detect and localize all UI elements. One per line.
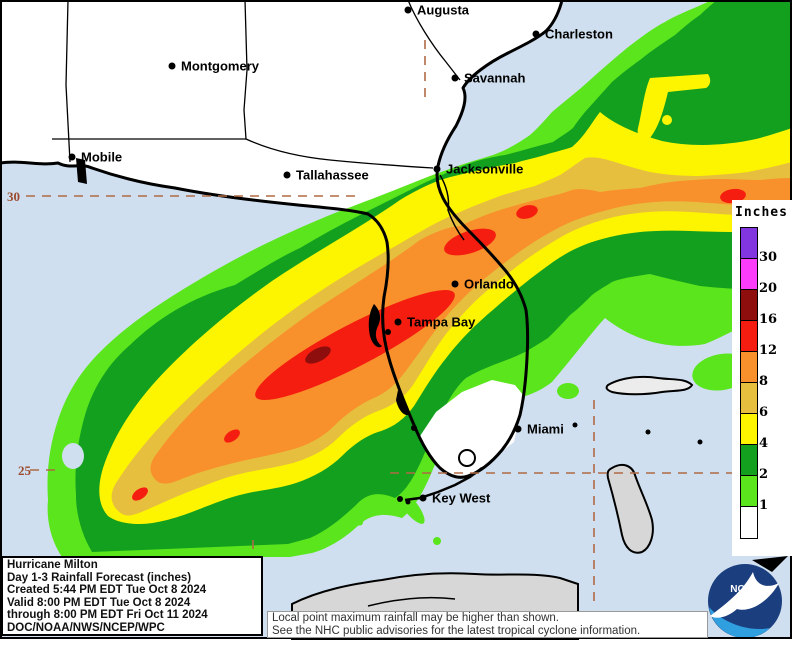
- city-dot: [404, 6, 412, 14]
- legend-swatch: [741, 476, 757, 507]
- info-line: Created 5:44 PM EDT Tue Oct 8 2024: [7, 584, 207, 597]
- legend-swatch: [741, 383, 757, 414]
- info-line: through 8:00 PM EDT Fri Oct 11 2024: [7, 609, 208, 622]
- disclaimer-line: Local point maximum rainfall may be high…: [272, 612, 560, 624]
- legend-swatch: [741, 321, 757, 352]
- latlon-grid: [26, 40, 788, 608]
- info-line: Day 1-3 Rainfall Forecast (inches): [7, 571, 192, 584]
- legend-swatch: [741, 445, 757, 476]
- info-line: Valid 8:00 PM EDT Tue Oct 8 2024: [7, 596, 191, 609]
- city-dot: [168, 62, 176, 70]
- legend-swatch: [741, 259, 757, 290]
- ocean-hole: [62, 443, 84, 469]
- legend-tick-label: 16: [759, 312, 778, 327]
- city-label: Montgomery: [181, 59, 260, 74]
- latitude-label: 25: [18, 463, 32, 478]
- forecast-info-box: Hurricane Milton Day 1-3 Rainfall Foreca…: [1, 556, 263, 636]
- legend-tick-label: 8: [759, 374, 769, 389]
- legend-swatch: [741, 414, 757, 445]
- legend-tick-label: 1: [759, 498, 769, 513]
- city-label: Tallahassee: [296, 168, 369, 183]
- city-label: Miami: [527, 422, 564, 437]
- legend-tick-label: 2: [759, 467, 769, 482]
- city-label: Key West: [432, 491, 491, 506]
- coastline: [0, 0, 564, 505]
- legend-swatch: [741, 507, 757, 538]
- legend-color-bar: [740, 227, 758, 539]
- info-line: DOC/NOAA/NWS/NCEP/WPC: [7, 621, 165, 634]
- noaa-logo: NOAA: [708, 564, 782, 638]
- city-label: Jacksonville: [446, 162, 523, 177]
- city-dot: [433, 165, 441, 173]
- city-dot: [451, 280, 459, 288]
- legend-tick-label: 12: [759, 343, 778, 358]
- noaa-logo-text: NOAA: [730, 584, 759, 595]
- legend-title: Inches: [735, 205, 788, 220]
- city-markers: Augusta Charleston Savannah Montgomery Mobil…: [68, 3, 613, 506]
- city-label: Savannah: [464, 71, 525, 86]
- city-label: Augusta: [417, 3, 470, 18]
- grid-labels: 30 25: [7, 189, 32, 478]
- city-label: Charleston: [545, 27, 613, 42]
- state-borders: [52, 0, 461, 169]
- city-label: Orlando: [464, 277, 514, 292]
- disclaimer-line: See the NHC public advisories for the la…: [272, 624, 641, 637]
- city-dot: [532, 30, 540, 38]
- rainfall-legend: Inches 30 20 16 12 8 6 4 2 1: [732, 200, 798, 556]
- city-dot: [514, 425, 522, 433]
- legend-tick-label: 20: [759, 281, 778, 296]
- low-rain-white-area: [420, 380, 524, 476]
- legend-tick-label: 30: [759, 250, 778, 265]
- legend-swatch: [741, 352, 757, 383]
- city-dot: [419, 494, 427, 502]
- disclaimer-box: Local point maximum rainfall may be high…: [267, 611, 708, 638]
- legend-swatch: [741, 228, 757, 259]
- legend-tick-label: 4: [759, 436, 769, 451]
- legend-swatch: [741, 290, 757, 321]
- city-label: Mobile: [81, 150, 122, 165]
- city-label: Tampa Bay: [407, 315, 476, 330]
- latitude-label: 30: [7, 189, 20, 204]
- city-dot: [283, 171, 291, 179]
- info-line: Hurricane Milton: [7, 559, 98, 571]
- city-dot: [451, 74, 459, 82]
- legend-tick-label: 6: [759, 405, 769, 420]
- city-dot: [394, 318, 402, 326]
- rainfall-contours: [47, 0, 793, 557]
- city-dot: [68, 153, 76, 161]
